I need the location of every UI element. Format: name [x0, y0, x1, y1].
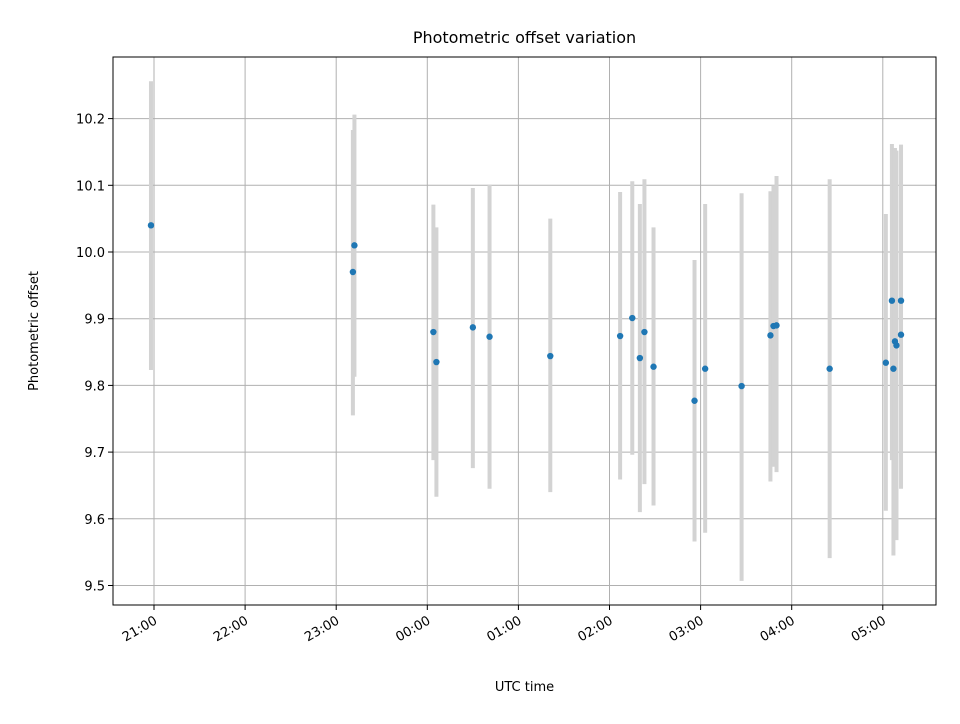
data-point: [738, 382, 745, 390]
data-point: [547, 352, 554, 360]
data-point: [767, 332, 774, 339]
y-axis-label: Photometric offset: [27, 271, 42, 391]
data-point: [616, 332, 624, 340]
data-point: [826, 365, 833, 372]
y-tick-label: 10.2: [76, 113, 105, 128]
data-point: [888, 297, 896, 304]
data-point: [486, 333, 493, 340]
x-axis-label: UTC time: [495, 680, 554, 695]
y-axis: 9.5 9.6 9.7 9.8 9.9 10.0 10.1 10.2: [76, 113, 113, 595]
data-point: [641, 328, 648, 336]
data-point: [349, 268, 357, 276]
y-tick-label: 9.5: [84, 580, 105, 595]
data-point: [469, 324, 477, 331]
data-point: [773, 322, 780, 329]
data-point: [897, 297, 905, 304]
data-points: [147, 222, 905, 404]
data-point: [147, 222, 155, 229]
y-tick-label: 9.7: [84, 446, 105, 461]
y-tick-label: 10.0: [76, 246, 105, 261]
data-point: [691, 397, 698, 404]
y-tick-label: 9.6: [84, 513, 105, 528]
data-point: [430, 328, 437, 336]
chart-title: Photometric offset variation: [413, 28, 636, 47]
y-tick-label: 10.1: [76, 179, 105, 194]
data-point: [636, 354, 644, 362]
plot-frame: [112, 56, 937, 606]
data-point: [433, 358, 440, 366]
data-point: [882, 359, 890, 366]
grid: [113, 57, 936, 605]
data-point: [897, 331, 905, 338]
data-point: [893, 342, 900, 349]
data-point: [890, 365, 897, 372]
data-point: [629, 314, 636, 322]
data-point: [650, 363, 657, 370]
data-point: [701, 365, 709, 372]
y-tick-label: 9.9: [84, 313, 105, 328]
y-tick-label: 9.8: [84, 379, 105, 394]
data-point: [351, 242, 358, 249]
